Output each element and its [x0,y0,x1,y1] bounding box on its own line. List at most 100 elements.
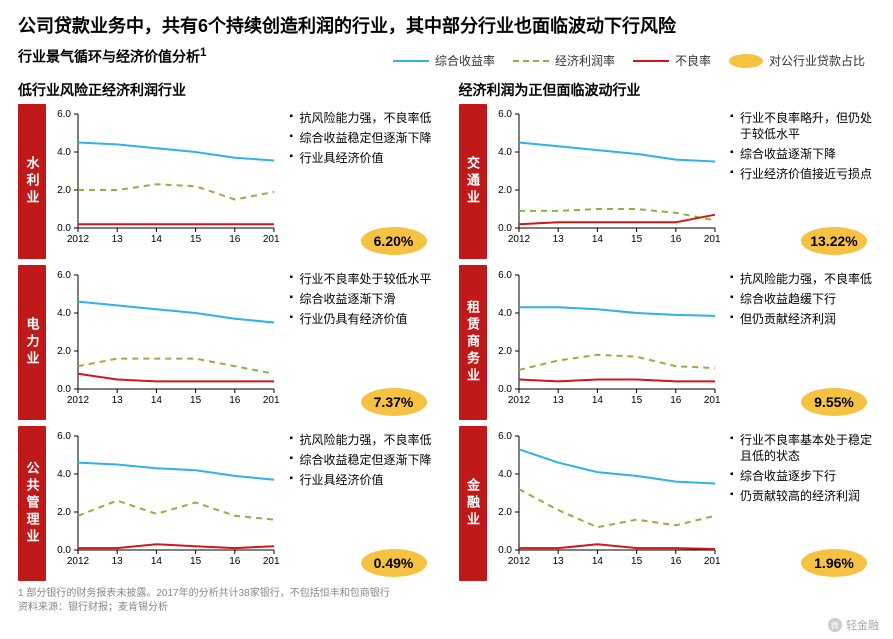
bullets: 行业不良率处于较低水平综合收益逐渐下滑行业仍具有经济价值 7.37% [290,265,435,420]
svg-text:2012: 2012 [507,395,530,406]
svg-text:2012: 2012 [67,395,90,406]
svg-text:15: 15 [631,234,643,245]
industry-tab: 交通业 [459,104,487,259]
column-header-right: 经济利润为正但面临波动行业 [459,80,876,100]
svg-text:2.0: 2.0 [498,185,512,196]
svg-text:15: 15 [190,234,202,245]
svg-text:2017: 2017 [703,234,720,245]
bullets: 抗风险能力强，不良率低综合收益趋缓下行但仍贡献经济利润 9.55% [730,265,875,420]
bullet: 仍贡献较高的经济利润 [730,488,875,504]
industry-tab: 金融业 [459,426,487,581]
svg-text:13: 13 [552,556,564,567]
share-badge: 0.49% [361,549,427,577]
panel-租赁商务业: 租赁商务业 0.02.04.06.02012131415162017 抗风险能力… [459,265,876,420]
legend-item-profit: 经济利润率 [513,52,615,69]
panel-水利业: 水利业 0.02.04.06.02012131415162017 抗风险能力强，… [18,104,435,259]
svg-text:0.0: 0.0 [498,545,512,556]
svg-text:2017: 2017 [263,234,280,245]
column-header-left: 低行业风险正经济利润行业 [18,80,435,100]
svg-text:6.0: 6.0 [57,431,71,442]
bullet: 抗风险能力强，不良率低 [290,110,435,126]
legend-item-share: 对公行业贷款占比 [729,52,865,69]
svg-text:2.0: 2.0 [57,346,71,357]
svg-text:0.0: 0.0 [498,384,512,395]
bullet: 行业不良率处于较低水平 [290,271,435,287]
svg-text:6.0: 6.0 [57,109,71,120]
bullets: 行业不良率略升，但仍处于较低水平综合收益逐渐下降行业经济价值接近亏损点 13.2… [730,104,875,259]
legend-item-npl: 不良率 [633,52,711,69]
svg-text:2017: 2017 [263,395,280,406]
footnote-1: 1 部分银行的财务报表未披露。2017年的分析共计38家银行，不包括恒丰和包商银… [18,587,875,601]
svg-text:0.0: 0.0 [57,384,71,395]
bullet: 抗风险能力强，不良率低 [290,432,435,448]
bullet: 抗风险能力强，不良率低 [730,271,875,287]
watermark-text: 轻金融 [846,617,879,633]
svg-text:16: 16 [670,234,682,245]
subtitle: 行业景气循环与经济价值分析 [18,49,200,65]
svg-text:6.0: 6.0 [498,431,512,442]
svg-text:2.0: 2.0 [57,185,71,196]
panel-公共管理业: 公共管理业 0.02.04.06.02012131415162017 抗风险能力… [18,426,435,581]
svg-text:2012: 2012 [67,234,90,245]
svg-text:14: 14 [591,556,603,567]
svg-text:14: 14 [151,395,163,406]
bullets: 抗风险能力强，不良率低综合收益稳定但逐渐下降行业具经济价值 0.49% [290,426,435,581]
svg-text:4.0: 4.0 [498,469,512,480]
svg-text:0.0: 0.0 [498,223,512,234]
industry-tab: 水利业 [18,104,46,259]
svg-text:2012: 2012 [507,556,530,567]
chart: 0.02.04.06.02012131415162017 [487,426,731,581]
svg-text:2017: 2017 [703,395,720,406]
chart: 0.02.04.06.02012131415162017 [487,104,731,259]
legend-swatch [729,54,763,68]
bullet: 行业仍具有经济价值 [290,311,435,327]
bullet: 行业具经济价值 [290,150,435,166]
bullet: 综合收益逐渐下滑 [290,291,435,307]
svg-text:15: 15 [190,556,202,567]
legend-label: 综合收益率 [435,52,495,69]
svg-text:13: 13 [552,234,564,245]
svg-text:2.0: 2.0 [57,507,71,518]
legend-swatch [393,60,429,62]
industry-tab: 租赁商务业 [459,265,487,420]
bullets: 行业不良率基本处于稳定且低的状态综合收益逐步下行仍贡献较高的经济利润 1.96% [730,426,875,581]
chart: 0.02.04.06.02012131415162017 [487,265,731,420]
svg-text:4.0: 4.0 [57,469,71,480]
svg-text:6.0: 6.0 [498,109,512,120]
svg-text:14: 14 [151,556,163,567]
chart: 0.02.04.06.02012131415162017 [46,426,290,581]
subtitle-superscript: 1 [200,46,206,59]
svg-text:2.0: 2.0 [498,346,512,357]
bullet: 综合收益逐步下行 [730,468,875,484]
svg-text:13: 13 [112,395,124,406]
page-title: 公司贷款业务中，共有6个持续创造利润的行业，其中部分行业也面临波动下行风险 [18,12,875,38]
svg-text:2017: 2017 [703,556,720,567]
svg-text:16: 16 [229,234,241,245]
svg-text:16: 16 [229,556,241,567]
watermark: 微 轻金融 [828,617,879,633]
chart: 0.02.04.06.02012131415162017 [46,265,290,420]
footnote-2: 资料来源：银行财报；麦肯锡分析 [18,601,875,615]
share-badge: 6.20% [361,227,427,255]
share-badge: 9.55% [801,388,867,416]
legend: 行业景气循环与经济价值分析1 综合收益率 经济利润率 不良率 对公行业贷款占比 [18,46,875,76]
svg-text:6.0: 6.0 [57,270,71,281]
share-badge: 7.37% [361,388,427,416]
bullet: 综合收益稳定但逐渐下降 [290,452,435,468]
svg-text:6.0: 6.0 [498,270,512,281]
share-badge: 1.96% [801,549,867,577]
svg-text:15: 15 [631,556,643,567]
svg-text:2012: 2012 [67,556,90,567]
svg-text:13: 13 [112,556,124,567]
svg-text:15: 15 [190,395,202,406]
bullet: 行业不良率基本处于稳定且低的状态 [730,432,875,464]
svg-text:14: 14 [591,395,603,406]
legend-label: 对公行业贷款占比 [769,52,865,69]
industry-tab: 电力业 [18,265,46,420]
svg-text:16: 16 [670,556,682,567]
legend-item-comprehensive: 综合收益率 [393,52,495,69]
bullet: 综合收益稳定但逐渐下降 [290,130,435,146]
svg-text:13: 13 [552,395,564,406]
industry-tab: 公共管理业 [18,426,46,581]
svg-text:0.0: 0.0 [57,545,71,556]
